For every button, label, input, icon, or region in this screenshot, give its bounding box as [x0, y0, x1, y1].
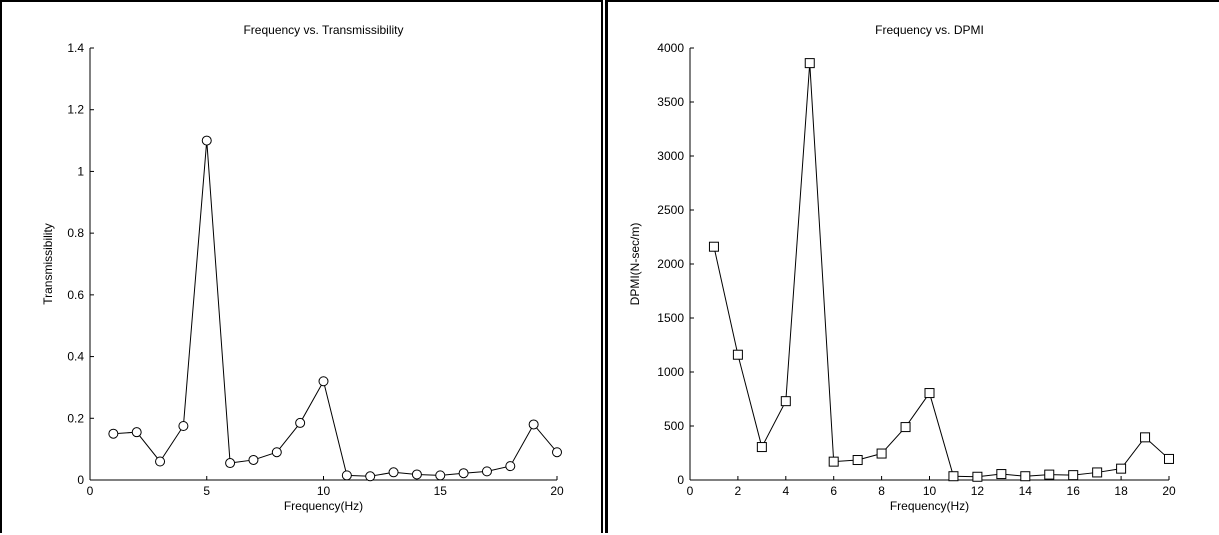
transmissibility-y-tick-label: 0.4	[67, 350, 84, 364]
transmissibility-x-tick-label: 10	[317, 484, 331, 498]
dpmi-y-tick-label: 3000	[657, 149, 684, 163]
dpmi-data-point	[924, 388, 935, 399]
transmissibility-chart-title: Frequency vs. Transmissibility	[243, 23, 403, 37]
transmissibility-data-point	[365, 471, 376, 482]
dpmi-data-point	[900, 422, 911, 433]
transmissibility-y-tick-label: 0	[77, 473, 84, 487]
dpmi-data-point	[948, 471, 959, 482]
transmissibility-x-axis-label: Frequency(Hz)	[284, 499, 363, 513]
dpmi-data-point	[972, 471, 983, 482]
dpmi-data-point	[1140, 432, 1151, 443]
dpmi-x-tick-label: 4	[782, 484, 789, 498]
dpmi-x-tick-label: 8	[878, 484, 885, 498]
dpmi-data-point	[852, 455, 863, 466]
transmissibility-data-point	[295, 417, 306, 428]
transmissibility-data-point	[155, 456, 166, 467]
dpmi-x-tick-label: 6	[830, 484, 837, 498]
dpmi-y-axis-label: DPMI(N-sec/m)	[628, 223, 642, 306]
dpmi-data-point	[1092, 467, 1103, 478]
transmissibility-data-point	[201, 135, 212, 146]
transmissibility-y-tick-label: 1.2	[67, 103, 84, 117]
dpmi-x-tick-label: 12	[971, 484, 985, 498]
dpmi-y-tick-label: 500	[664, 419, 684, 433]
dpmi-y-tick-label: 0	[677, 473, 684, 487]
transmissibility-x-tick-label: 20	[550, 484, 564, 498]
dpmi-data-point	[780, 396, 791, 407]
dpmi-x-tick-label: 10	[923, 484, 937, 498]
transmissibility-y-axis-label: Transmissibility	[41, 223, 55, 305]
dpmi-x-axis-label: Frequency(Hz)	[890, 499, 969, 513]
transmissibility-data-point	[178, 421, 189, 431]
dpmi-x-tick-label: 18	[1114, 484, 1128, 498]
right-chart-panel: Frequency vs. DPMI 0 2 4 6 8 10 12 14 16 18 20 0 500 1…	[605, 0, 1219, 533]
transmissibility-x-tick-label: 5	[203, 484, 210, 498]
transmissibility-y-tick-label: 1.4	[67, 41, 84, 55]
dpmi-data-point	[1068, 470, 1079, 481]
dpmi-y-tick-label: 2500	[657, 203, 684, 217]
transmissibility-x-tick-label: 0	[87, 484, 94, 498]
dpmi-x-tick-label: 14	[1019, 484, 1033, 498]
dpmi-x-tick-label: 20	[1162, 484, 1176, 498]
dpmi-data-point	[1044, 469, 1055, 480]
dpmi-y-tick-label: 4000	[657, 41, 684, 55]
dpmi-data-point	[996, 469, 1007, 480]
dpmi-data-point	[1164, 453, 1174, 464]
transmissibility-data-point	[248, 454, 259, 465]
transmissibility-data-point	[552, 447, 562, 458]
transmissibility-data-point	[458, 468, 469, 479]
transmissibility-data-point	[505, 461, 516, 472]
transmissibility-y-tick-label: 0.8	[67, 226, 84, 240]
transmissibility-data-point	[225, 458, 236, 469]
dpmi-chart-title: Frequency vs. DPMI	[875, 23, 984, 37]
transmissibility-data-point	[481, 466, 492, 477]
dpmi-data-point	[732, 349, 743, 360]
panel-divider	[601, 0, 603, 533]
dpmi-y-tick-label: 3500	[657, 95, 684, 109]
transmissibility-data-point	[131, 427, 142, 438]
transmissibility-data-point	[435, 470, 446, 481]
transmissibility-data-point	[271, 447, 282, 458]
left-chart-panel: Frequency vs. Transmissibility 0 5 10 15 20 0 0…	[0, 0, 603, 533]
transmissibility-data-point	[528, 419, 539, 430]
transmissibility-y-tick-label: 1	[77, 164, 84, 178]
dpmi-data-point	[804, 58, 815, 69]
dpmi-data-point	[828, 456, 839, 467]
transmissibility-chart: Frequency vs. Transmissibility 0 5 10 15 20 0 0…	[41, 23, 564, 513]
transmissibility-data-point	[411, 469, 422, 480]
dpmi-data-point	[708, 241, 719, 252]
dpmi-data-point	[1020, 471, 1031, 482]
dpmi-series-line	[713, 63, 1170, 478]
transmissibility-data-point	[388, 467, 399, 478]
dpmi-y-tick-label: 2000	[657, 257, 684, 271]
dpmi-y-tick-label: 1000	[657, 365, 684, 379]
dpmi-x-tick-label: 2	[735, 484, 742, 498]
dpmi-x-tick-label: 16	[1067, 484, 1081, 498]
transmissibility-data-point	[318, 376, 329, 387]
dpmi-chart: Frequency vs. DPMI 0 2 4 6 8 10 12 14 16 18 20 0 500 1…	[628, 23, 1176, 513]
transmissibility-x-tick-label: 15	[434, 484, 448, 498]
dpmi-data-point	[876, 448, 887, 459]
dpmi-y-tick-label: 1500	[657, 311, 684, 325]
dpmi-data-point	[1116, 463, 1127, 474]
dpmi-data-point	[756, 442, 767, 453]
transmissibility-y-tick-label: 0.6	[67, 288, 84, 302]
transmissibility-data-point	[108, 428, 119, 439]
dpmi-x-tick-label: 0	[687, 484, 694, 498]
transmissibility-y-tick-label: 0.2	[67, 411, 84, 425]
transmissibility-data-point	[341, 470, 352, 481]
